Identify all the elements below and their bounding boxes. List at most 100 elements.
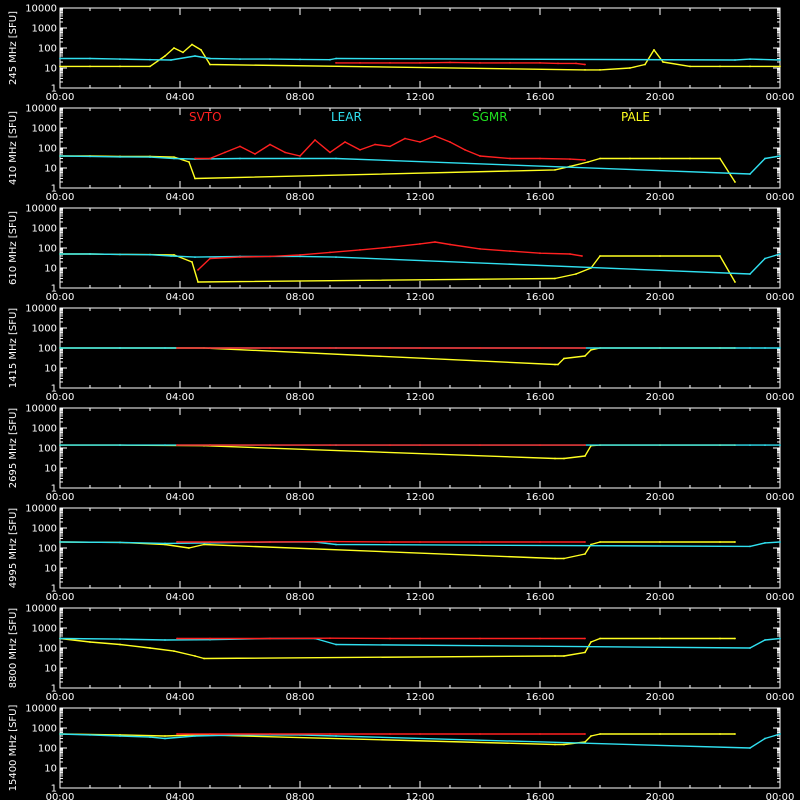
data-point-svto bbox=[239, 256, 241, 258]
data-point-pale bbox=[590, 641, 592, 643]
y-tick-label: 1 bbox=[51, 584, 57, 595]
data-point-pale bbox=[188, 547, 190, 549]
data-point-lear bbox=[149, 156, 151, 159]
data-point-svto bbox=[209, 733, 211, 735]
data-point-lear bbox=[299, 255, 301, 258]
data-point-lear bbox=[779, 444, 781, 446]
data-point-pale bbox=[734, 281, 736, 283]
x-tick-label: 00:00 bbox=[46, 392, 75, 403]
panel-4: 1 10 100 1000 10000 00:00 04:00 08:00 12:00 16:00… bbox=[8, 304, 794, 404]
data-point-pale bbox=[203, 543, 205, 546]
x-tick-label: 20:00 bbox=[646, 292, 675, 303]
x-tick-label: 08:00 bbox=[286, 492, 315, 503]
y-tick-label: 1000 bbox=[32, 624, 57, 635]
data-point-pale bbox=[554, 743, 556, 746]
data-point-lear bbox=[164, 347, 166, 349]
data-point-svto bbox=[509, 250, 511, 253]
data-point-pale bbox=[554, 655, 556, 657]
data-point-svto bbox=[374, 143, 376, 146]
data-point-lear bbox=[164, 444, 166, 446]
data-point-lear bbox=[170, 59, 172, 61]
y-tick-label: 10000 bbox=[25, 504, 57, 515]
data-point-svto bbox=[329, 637, 331, 640]
data-point-svto bbox=[335, 62, 337, 64]
data-point-pale bbox=[689, 157, 691, 160]
y-tick-label: 10 bbox=[44, 164, 57, 175]
x-tick-label: 00:00 bbox=[766, 292, 795, 303]
panel-frame bbox=[59, 207, 781, 289]
data-point-pale bbox=[194, 177, 196, 180]
x-tick-label: 20:00 bbox=[646, 192, 675, 203]
x-tick-label: 16:00 bbox=[526, 692, 555, 703]
x-tick-label: 16:00 bbox=[526, 392, 555, 403]
data-point-lear bbox=[779, 347, 781, 349]
y-tick-label: 1 bbox=[51, 84, 57, 95]
data-point-svto bbox=[509, 157, 511, 160]
data-point-lear bbox=[149, 58, 151, 61]
data-point-pale bbox=[734, 733, 736, 735]
x-tick-label: 04:00 bbox=[166, 292, 195, 303]
data-point-svto bbox=[569, 158, 571, 161]
data-point-lear bbox=[764, 444, 766, 446]
data-point-lear bbox=[764, 157, 766, 160]
x-tick-label: 20:00 bbox=[646, 392, 675, 403]
data-point-svto bbox=[269, 541, 271, 543]
data-point-lear bbox=[209, 57, 211, 60]
legend-entry-svto: SVTO bbox=[189, 110, 222, 124]
data-point-lear bbox=[164, 639, 166, 641]
series-line-pale bbox=[60, 43, 780, 71]
data-point-svto bbox=[419, 62, 421, 64]
data-point-svto bbox=[239, 145, 241, 148]
data-point-pale bbox=[173, 650, 175, 652]
data-point-pale bbox=[590, 543, 592, 546]
data-point-svto bbox=[434, 241, 436, 243]
y-axis-label: 15400 MHz [SFU] bbox=[8, 705, 19, 792]
data-point-svto bbox=[569, 253, 571, 255]
data-point-svto bbox=[479, 62, 481, 64]
data-point-svto bbox=[329, 540, 331, 543]
data-point-pale bbox=[599, 541, 601, 543]
data-point-svto bbox=[404, 137, 406, 140]
x-tick-label: 20:00 bbox=[646, 92, 675, 103]
x-tick-label: 00:00 bbox=[766, 792, 795, 800]
data-point-svto bbox=[299, 254, 301, 256]
data-point-svto bbox=[419, 733, 421, 735]
data-point-lear bbox=[764, 542, 766, 544]
data-point-lear bbox=[89, 734, 91, 736]
y-tick-label: 1 bbox=[51, 784, 57, 795]
data-point-lear bbox=[749, 545, 751, 548]
x-tick-label: 16:00 bbox=[526, 192, 555, 203]
data-point-pale bbox=[719, 65, 721, 68]
data-point-svto bbox=[539, 733, 541, 735]
data-point-svto bbox=[389, 444, 391, 446]
data-point-pale bbox=[191, 43, 193, 46]
data-point-svto bbox=[584, 541, 586, 543]
data-point-pale bbox=[563, 557, 565, 560]
data-point-svto bbox=[284, 151, 286, 154]
data-point-svto bbox=[269, 733, 271, 735]
data-point-pale bbox=[659, 637, 661, 640]
y-axis-label: 4995 MHz [SFU] bbox=[8, 508, 19, 589]
data-point-pale bbox=[734, 181, 736, 183]
data-point-pale bbox=[554, 169, 556, 171]
data-point-lear bbox=[59, 57, 61, 60]
data-point-lear bbox=[89, 57, 91, 60]
data-point-svto bbox=[419, 243, 421, 245]
panel-frame bbox=[59, 107, 781, 189]
data-point-svto bbox=[389, 637, 391, 640]
data-point-svto bbox=[539, 62, 541, 64]
data-point-pale bbox=[563, 655, 565, 657]
data-point-svto bbox=[197, 269, 199, 271]
x-tick-label: 08:00 bbox=[286, 792, 315, 800]
x-tick-label: 16:00 bbox=[526, 92, 555, 103]
data-point-svto bbox=[269, 637, 271, 640]
y-tick-label: 1 bbox=[51, 384, 57, 395]
data-point-svto bbox=[344, 141, 346, 143]
x-tick-label: 00:00 bbox=[766, 392, 795, 403]
data-point-svto bbox=[224, 151, 226, 154]
data-point-lear bbox=[335, 643, 337, 646]
data-point-pale bbox=[584, 69, 586, 71]
data-point-lear bbox=[779, 253, 781, 255]
y-axis-label: 1415 MHz [SFU] bbox=[8, 308, 19, 389]
